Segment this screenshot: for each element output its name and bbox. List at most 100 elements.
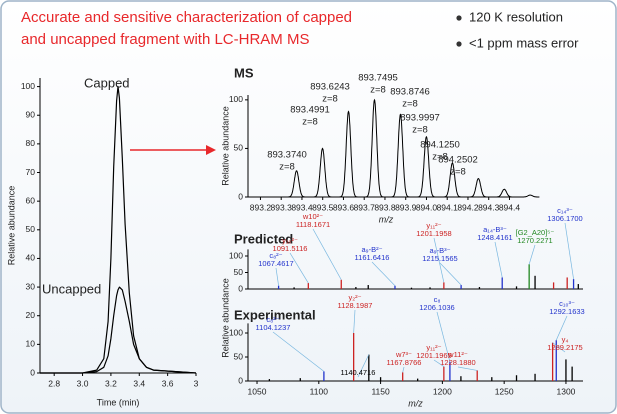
line-series (40, 286, 197, 374)
ion-label: y₁₁²⁻ (426, 343, 441, 352)
ion-mz-label: 1215.1565 (422, 254, 457, 263)
x-tick-label: 3.0 (77, 378, 89, 388)
y-tick-label: 50 (234, 351, 244, 361)
y-tick-label: 30 (26, 281, 36, 291)
peak (469, 177, 488, 198)
bullet-dot (456, 41, 462, 47)
ion-label: y₂²⁻ (348, 293, 361, 302)
ion-mz-label: 1091.5116 (273, 244, 308, 253)
x-tick-label: 1050 (248, 386, 267, 396)
leader-line (433, 237, 445, 283)
ion-label: c₁₄³⁻ (557, 206, 573, 215)
ion-label: w7³⁻ (395, 350, 412, 359)
leader-line (433, 359, 445, 367)
ion-label: a₉-B²⁻ (361, 245, 382, 254)
leader-line (436, 311, 451, 362)
x-axis-label: Time (min) (97, 397, 140, 407)
ion-label: y₄ (562, 335, 569, 344)
peak-mz-label: 893.4991 (290, 105, 330, 116)
ion-label: c₈²⁻ (269, 251, 282, 260)
peak-mz-label: 893.7495 (358, 73, 398, 84)
x-tick-label: 894.0 (416, 202, 438, 212)
ion-mz-label: 1140.4716 (341, 368, 376, 377)
bullet-dot (456, 15, 462, 21)
x-tick-label: 894.2 (457, 202, 479, 212)
peak (495, 188, 514, 198)
peak-mz-label: 893.6243 (310, 82, 350, 93)
peak (391, 113, 410, 198)
peak-mz-label: 893.9997 (400, 113, 440, 124)
peak-charge-label: z=8 (370, 85, 386, 96)
chart-title: Experimental (234, 307, 316, 322)
x-tick-label: 3 (194, 378, 199, 388)
leader-line (357, 354, 370, 378)
x-tick-label: 893.9 (395, 202, 417, 212)
ion-mz-label: 1201.1958 (416, 229, 451, 238)
leader-line (371, 261, 396, 286)
peak (417, 135, 436, 198)
y-tick-label: 100 (21, 81, 35, 91)
x-tick-label: 893.2 (250, 202, 272, 212)
peak-charge-label: z=8 (412, 125, 428, 136)
peak-charge-label: z=8 (302, 117, 318, 128)
peak-mz-label: 894.1250 (420, 140, 460, 151)
y-tick-label: 80 (26, 138, 36, 148)
peak (339, 110, 358, 198)
x-tick-label: 893.4 (291, 202, 313, 212)
ion-label: w11²⁻ (447, 350, 468, 359)
ion-mz-label: 1161.6416 (355, 253, 390, 262)
peak (365, 98, 384, 198)
series-label: Uncapped (42, 281, 101, 296)
ion-label: y₁₁²⁻ (426, 221, 441, 230)
ion-mz-label: 1306.1700 (547, 214, 582, 223)
ion-label: w10²⁻ (302, 212, 323, 221)
ion-label: a₉-B³⁻ (429, 246, 450, 255)
ion-mz-label: 1067.4617 (258, 259, 293, 268)
x-tick-label: 2.8 (48, 378, 60, 388)
x-tick-label: 893.3 (271, 202, 293, 212)
y-tick-label: 0 (238, 191, 243, 201)
ion-mz-label: 1248.4161 (477, 233, 512, 242)
x-tick-label: 893.5 (312, 202, 334, 212)
ion-mz-label: 1289.2175 (547, 343, 582, 352)
y-axis-label: Relative abundance (220, 106, 230, 186)
leader-line (528, 244, 536, 265)
title-line: and uncapped fragment with LC-HRAM MS (21, 31, 309, 48)
peak (443, 162, 462, 198)
chart-title: MS (234, 65, 254, 80)
x-tick-label: 893.6 (333, 202, 355, 212)
ion-mz-label: 1118.1671 (296, 220, 330, 229)
peak-charge-label: z=8 (402, 99, 418, 110)
leader-line (289, 252, 309, 284)
y-tick-label: 70 (26, 167, 36, 177)
x-axis-label: m/z (379, 214, 394, 224)
y-tick-label: 50 (234, 267, 244, 277)
x-tick-label: 3.6 (162, 378, 174, 388)
leader-line (494, 241, 503, 278)
ion-label: c₈²⁻ (266, 315, 279, 324)
chart-title: Predicted (234, 231, 293, 246)
leader-line (353, 309, 356, 334)
peak (313, 147, 332, 198)
peak-mz-label: 893.3740 (267, 150, 307, 161)
arrow-head (206, 145, 216, 155)
series-label: Capped (84, 75, 130, 90)
ion-label: a₁₄-B³⁻ (483, 225, 507, 234)
leader-line (275, 267, 279, 286)
ion-label: c₁₀³⁻ (559, 299, 575, 308)
y-axis-label: Relative abundance (220, 278, 230, 358)
peak (287, 170, 306, 198)
x-tick-label: 894.3 (478, 202, 500, 212)
x-tick-label: 1250 (495, 386, 514, 396)
ion-mz-label: 1292.1633 (549, 307, 584, 316)
leader-line (457, 366, 478, 371)
x-tick-label: 1200 (433, 386, 452, 396)
ion-mz-label: 1228.1880 (440, 358, 475, 367)
x-tick-label: 894.1 (437, 202, 459, 212)
leader-line (439, 262, 462, 286)
y-tick-label: 0 (30, 367, 35, 377)
ion-label: [G2_A20]⁵⁻ (516, 228, 555, 237)
peak-charge-label: z=8 (322, 94, 338, 105)
